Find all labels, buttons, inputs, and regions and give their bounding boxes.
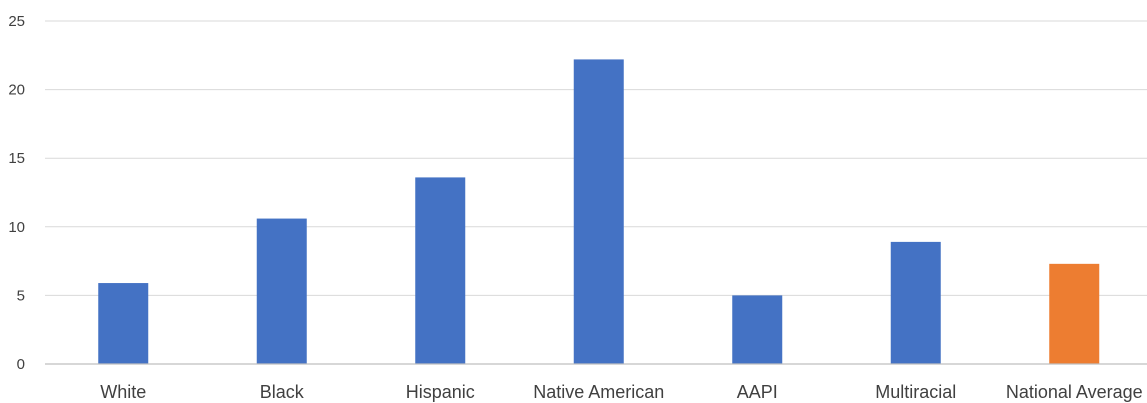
x-axis-category-labels: White Black Hispanic Native American AAPI Mul… xyxy=(100,382,1142,402)
y-axis-tick-labels: 0 5 10 15 20 25 xyxy=(8,13,25,373)
bar-national-average xyxy=(1049,263,1100,364)
y-tick-label: 25 xyxy=(8,13,25,30)
y-tick-label: 0 xyxy=(17,356,25,373)
bar-hispanic xyxy=(415,177,466,364)
bar-native-american xyxy=(573,59,624,364)
bar-aapi xyxy=(732,295,783,364)
category-label: Multiracial xyxy=(875,382,956,402)
category-label: Native American xyxy=(533,382,664,402)
bar-white xyxy=(98,283,149,364)
category-label: National Average xyxy=(1006,382,1143,402)
category-label: Black xyxy=(260,382,305,402)
category-label: White xyxy=(100,382,146,402)
y-tick-label: 15 xyxy=(8,150,25,167)
category-label: AAPI xyxy=(737,382,778,402)
y-tick-label: 20 xyxy=(8,82,25,99)
bars xyxy=(98,59,1100,364)
category-label: Hispanic xyxy=(406,382,475,402)
bar-multiracial xyxy=(890,241,941,364)
y-tick-label: 10 xyxy=(8,219,25,236)
bar-black xyxy=(256,218,307,364)
y-tick-label: 5 xyxy=(17,287,25,304)
